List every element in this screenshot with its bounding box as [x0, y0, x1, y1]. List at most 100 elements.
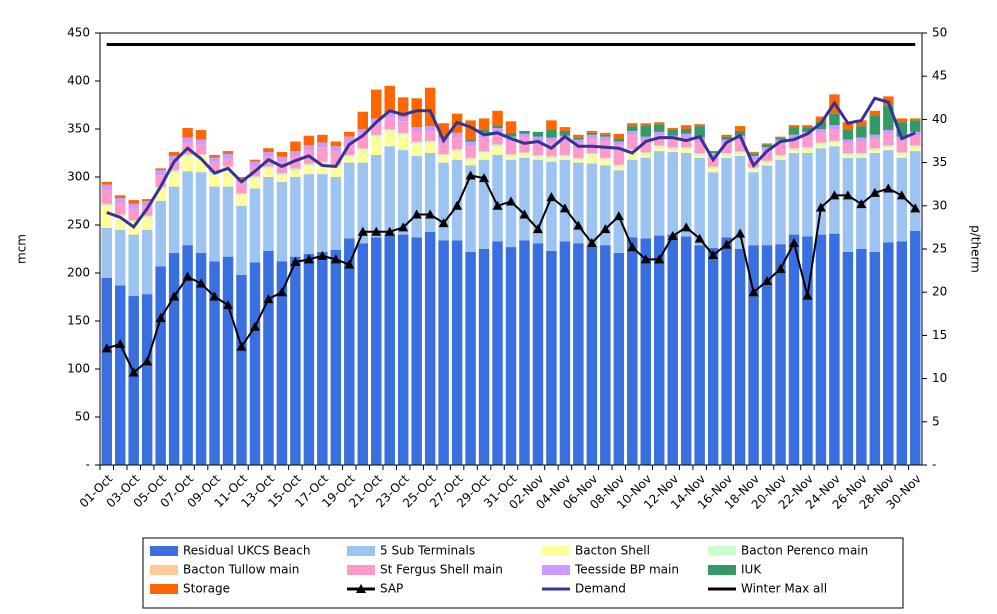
y-tick-label: 300: [67, 170, 90, 184]
marker: [479, 173, 490, 183]
bar: [492, 145, 503, 148]
bar: [869, 115, 881, 135]
bar: [653, 146, 665, 149]
bar: [653, 135, 665, 146]
bar: [788, 125, 800, 128]
bar: [411, 127, 422, 132]
bar: [155, 189, 166, 201]
legend-swatch: [708, 546, 736, 556]
bar: [249, 188, 261, 263]
bar: [249, 159, 261, 162]
bar: [371, 89, 382, 119]
bar: [721, 155, 732, 158]
bar: [653, 131, 665, 136]
bar: [640, 140, 651, 153]
bar: [249, 262, 261, 465]
bar: [788, 149, 800, 152]
marker: [802, 290, 813, 300]
bar: [775, 159, 786, 245]
bar: [707, 166, 719, 168]
bar: [465, 139, 476, 142]
legend-box: [142, 537, 904, 609]
bar: [883, 242, 894, 465]
bar: [802, 236, 813, 465]
bar: [209, 175, 220, 187]
bar: [869, 251, 881, 465]
bar: [344, 131, 355, 137]
bar: [815, 116, 827, 122]
bar: [802, 148, 813, 151]
legend-swatch: [150, 565, 178, 575]
legend-swatch: [150, 546, 178, 556]
bar: [600, 245, 611, 465]
bar: [357, 162, 369, 244]
y-tick-label: 250: [67, 218, 90, 232]
bar: [856, 153, 867, 156]
bar: [721, 134, 732, 137]
bar: [896, 153, 908, 155]
marker: [465, 170, 476, 180]
bar: [141, 201, 153, 206]
bar: [505, 156, 517, 160]
bar: [627, 123, 638, 127]
bar: [896, 140, 908, 153]
bar: [290, 177, 301, 257]
bar: [290, 256, 301, 465]
bar: [788, 153, 800, 235]
bar: [842, 157, 854, 252]
bar: [559, 241, 571, 465]
bar: [344, 238, 355, 465]
bar: [424, 87, 436, 127]
bar: [478, 152, 490, 154]
bar: [842, 251, 854, 465]
bar: [519, 152, 530, 153]
bar: [344, 136, 355, 142]
bar: [303, 253, 315, 465]
bar: [263, 148, 274, 153]
marker: [842, 190, 853, 200]
bar: [761, 143, 773, 145]
bar: [667, 152, 678, 235]
bar: [775, 136, 786, 138]
bar: [357, 243, 369, 465]
marker: [155, 313, 166, 323]
bar: [573, 243, 584, 465]
bar: [883, 133, 894, 146]
bar: [829, 143, 840, 147]
bar: [424, 140, 436, 142]
bar: [802, 153, 813, 237]
bar: [317, 251, 328, 465]
bar: [734, 130, 746, 136]
bar: [586, 153, 598, 156]
bar: [600, 134, 611, 137]
bar: [209, 157, 220, 163]
bar: [869, 134, 881, 139]
bar: [896, 118, 908, 123]
bar: [330, 167, 342, 177]
legend-label: 5 Sub Terminals: [380, 544, 475, 558]
bar: [492, 125, 503, 129]
bar: [748, 155, 759, 160]
marker: [519, 209, 530, 219]
bar: [640, 152, 651, 153]
bar: [451, 152, 463, 160]
bar: [101, 206, 112, 228]
bar: [842, 143, 854, 153]
y-tick-label: 450: [67, 26, 90, 40]
bar: [829, 129, 840, 141]
bar: [438, 123, 449, 138]
bar: [371, 137, 382, 155]
bar: [600, 140, 611, 158]
bar: [815, 121, 827, 129]
bar: [667, 129, 678, 136]
y2-axis-label: p/therm: [969, 225, 983, 273]
bar: [344, 155, 355, 158]
bar: [505, 121, 517, 133]
bar: [707, 167, 719, 170]
bar: [734, 153, 746, 156]
bar: [680, 148, 692, 151]
bar: [303, 135, 315, 146]
marker: [613, 211, 624, 221]
bar: [330, 146, 342, 152]
bar: [371, 134, 382, 136]
